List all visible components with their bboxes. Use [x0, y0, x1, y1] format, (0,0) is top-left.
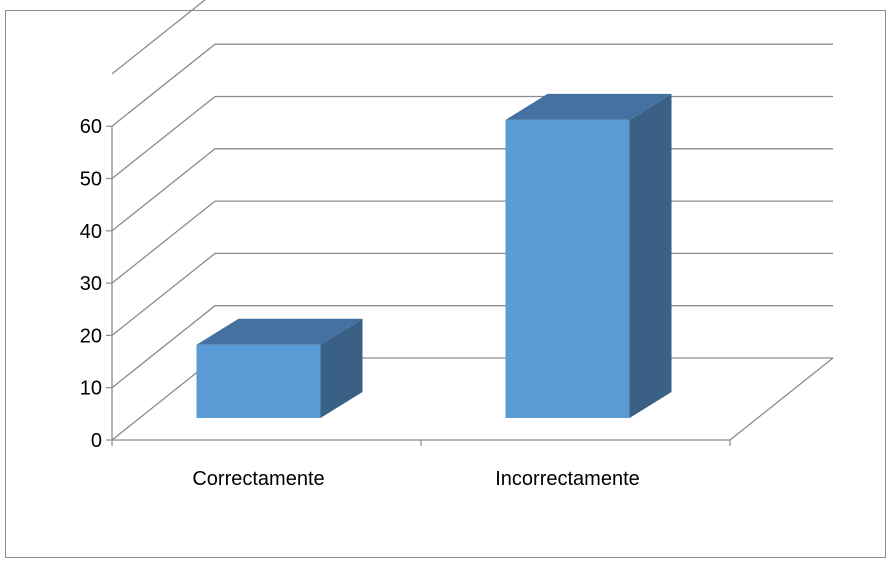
gridline — [112, 97, 833, 179]
y-tick-label: 10 — [80, 378, 102, 400]
y-tick-label: 0 — [91, 430, 102, 452]
gridline — [112, 149, 833, 231]
gridline — [112, 0, 833, 74]
y-tick-label: 50 — [80, 169, 102, 191]
x-axis-ticks: Correctamente Incorrectamente — [112, 440, 730, 490]
bar-front-face — [197, 345, 321, 418]
bar-side-face — [630, 94, 672, 418]
bar-incorrectamente — [506, 94, 672, 418]
bar-front-face — [506, 120, 630, 418]
x-tick-label: Correctamente — [192, 468, 324, 490]
y-tick-label: 60 — [80, 116, 102, 138]
bar-correctamente — [197, 319, 363, 418]
y-axis-ticks: 0 10 20 30 40 50 60 — [80, 116, 112, 452]
x-tick-label: Incorrectamente — [495, 468, 640, 490]
y-tick-label: 30 — [80, 273, 102, 295]
y-tick-label: 40 — [80, 221, 102, 243]
bars — [197, 94, 672, 418]
y-tick-label: 20 — [80, 325, 102, 347]
gridline — [112, 44, 833, 126]
gridline — [112, 253, 833, 335]
gridline — [112, 201, 833, 283]
